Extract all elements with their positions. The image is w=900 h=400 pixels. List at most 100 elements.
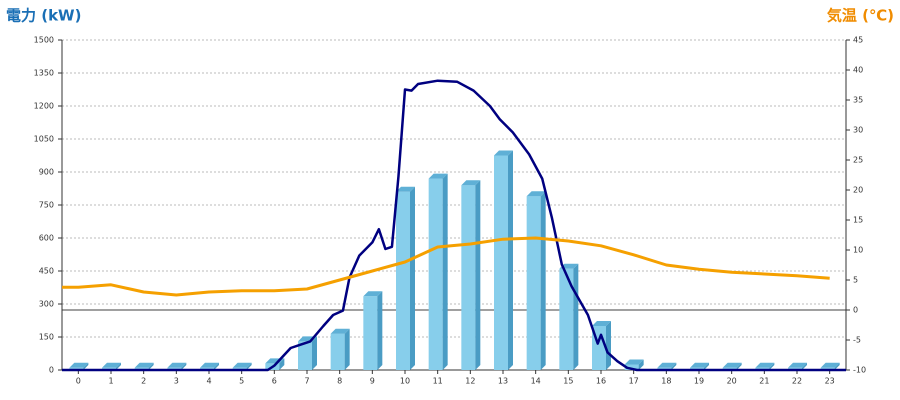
x-tick-label: 16 [596,377,606,386]
bar-side [573,263,579,370]
bar-top [396,186,415,192]
bar-top [788,362,807,368]
bar-top [102,362,121,368]
bar-side [442,173,448,370]
x-tick-label: 2 [141,377,146,386]
y-tick-label: 900 [39,168,54,177]
bar [624,364,639,370]
x-tick-label: 21 [759,377,769,386]
bar-top [755,362,775,368]
bar-side [638,359,644,370]
x-tick-label: 17 [629,377,639,386]
x-tick-label: 10 [400,377,410,386]
y2-tick-label: 0 [853,306,858,315]
y-tick-label: 600 [39,234,54,243]
x-tick-label: 5 [239,377,244,386]
bar-top [232,362,252,368]
y-tick-label: 750 [39,201,54,210]
bar-top [690,362,709,368]
y-tick-label: 1500 [34,36,54,45]
bar-side [312,336,317,370]
bar-side [116,362,121,370]
bar-top [592,321,611,326]
bar-side [377,291,383,370]
bar-side [736,362,742,370]
bar [461,185,476,370]
x-tick-label: 8 [337,377,342,386]
x-tick-label: 13 [498,377,508,386]
y-tick-label: 1050 [34,135,54,144]
y-tick-label: 1350 [34,69,54,78]
bar-side [214,362,219,370]
x-tick-label: 12 [465,377,475,386]
bar [298,341,312,370]
bar-side [83,362,89,370]
y2-tick-label: 5 [853,276,858,285]
bar-top [624,359,644,365]
x-tick-label: 9 [370,377,375,386]
x-tick-label: 0 [76,377,81,386]
y-tick-label: 300 [39,300,54,309]
y-tick-label: 1200 [34,102,54,111]
x-tick-label: 3 [174,377,179,386]
bar [526,196,541,370]
bar [494,155,508,370]
bar-top [657,362,677,368]
y2-tick-label: -5 [853,336,861,345]
bar-side [606,321,611,370]
bar-side [671,362,677,370]
bar-top [69,362,89,368]
y2-tick-label: 35 [853,96,863,105]
bar-side [540,191,546,370]
x-tick-label: 6 [272,377,277,386]
x-tick-label: 11 [433,377,443,386]
y2-tick-label: -10 [853,366,866,375]
bar-side [508,150,513,370]
bar-side [475,180,481,370]
x-tick-label: 19 [694,377,704,386]
bar-top [200,362,219,368]
y2-tick-label: 10 [853,246,863,255]
bar-side [704,362,709,370]
bar-top [722,362,742,368]
bar-side [181,362,187,370]
bar-top [461,180,481,186]
y-tick-label: 0 [49,366,54,375]
y2-tick-label: 40 [853,66,863,75]
x-tick-label: 14 [531,377,541,386]
y2-tick-label: 30 [853,126,863,135]
bar-side [148,362,154,370]
x-tick-label: 20 [727,377,737,386]
x-tick-label: 7 [304,377,309,386]
bar-side [834,362,840,370]
bar-top [820,362,840,368]
y-axis-title: 電力 (kW) [6,7,81,25]
x-tick-label: 22 [792,377,802,386]
line [62,79,846,372]
x-tick-label: 15 [563,377,573,386]
bar-top [330,328,350,334]
bar-side [802,362,807,370]
line [62,236,830,297]
bar-top [363,291,383,297]
bar-side [246,362,252,370]
bar [396,191,410,370]
bar-side [344,328,350,370]
bar-top [134,362,154,368]
x-tick-label: 1 [108,377,113,386]
bar [559,268,574,370]
bar [363,296,378,370]
y-tick-label: 150 [39,333,54,342]
bar-top [494,150,513,156]
bar-side [410,186,415,370]
bar [428,178,443,370]
bar-top [167,362,187,368]
y2-tick-label: 45 [853,36,863,45]
bar-top [428,173,448,179]
x-tick-label: 23 [825,377,835,386]
y2-tick-label: 20 [853,186,863,195]
bar [330,333,345,370]
y2-axis-title: 気温 (℃) [827,7,894,25]
x-tick-label: 18 [661,377,671,386]
